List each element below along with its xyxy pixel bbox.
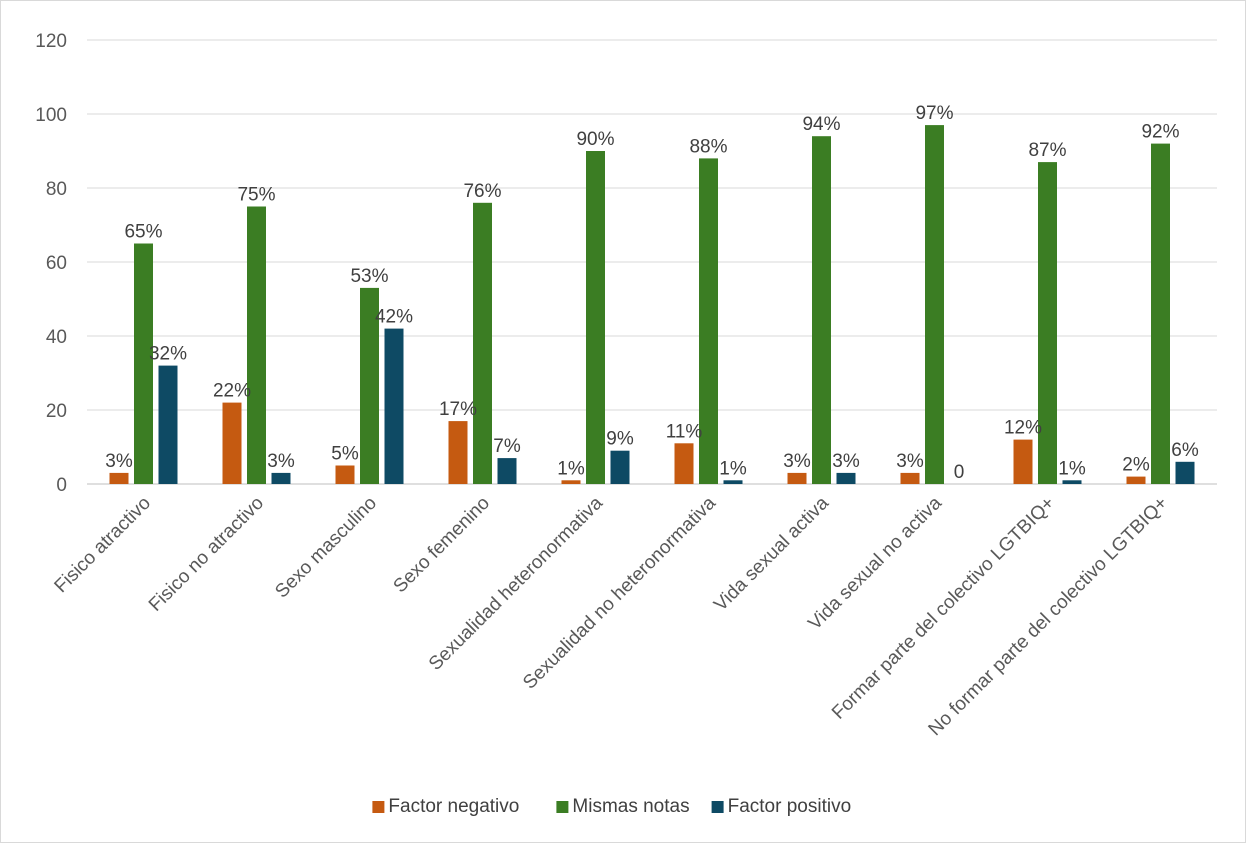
y-tick-label: 20 [46,401,67,422]
data-label: 3% [832,451,860,472]
legend-swatch [556,801,569,813]
y-tick-label: 80 [46,179,67,200]
data-labels: 3% 65% 32% 22% 75% 3% 5% 53% 42% 17% 76% 7% 1% 90% 9% 1… [105,103,1199,483]
data-label: 5% [331,444,359,465]
data-label: 65% [124,222,162,243]
bar [925,125,944,484]
y-tick-label: 100 [35,105,67,126]
bar [836,472,856,484]
data-label: 11% [666,421,703,442]
bar [335,465,355,484]
bar [247,206,266,484]
data-label: 12% [1004,418,1042,439]
bar [561,480,581,484]
data-label: 94% [802,114,840,135]
x-tick-label: Sexo masculino [271,493,381,603]
bar [271,472,291,484]
legend-swatch [372,801,385,813]
data-label: 1% [557,458,585,479]
bar [1013,439,1033,484]
y-axis-ticks: 0 20 40 60 80 100 120 [35,31,67,496]
bar [1062,480,1082,484]
bar [384,328,404,484]
gridlines [87,39,1217,485]
bar [360,287,379,484]
bar [1038,162,1057,484]
x-tick-label: Sexo femenino [390,493,494,597]
bar [610,450,630,484]
bar [1151,143,1170,484]
data-label: 42% [375,307,413,328]
data-label: 53% [350,266,388,287]
bar [1175,461,1195,484]
x-tick-label: Fisico atractivo [51,493,155,597]
data-label: 9% [606,429,634,450]
bars [109,125,1195,485]
bar [497,458,517,484]
bar [674,443,694,484]
data-label: 3% [267,451,295,472]
legend-item: Factor negativo [372,796,519,817]
data-label: 90% [576,129,614,150]
y-tick-label: 120 [35,31,67,52]
x-tick-label: Fisico no atractivo [145,493,268,616]
data-label: 97% [915,103,953,124]
bar [723,480,743,484]
data-label: 87% [1028,140,1066,161]
data-label: 75% [237,185,275,206]
x-tick-label: Sexualidad no heteronormativa [519,492,720,693]
data-label: 32% [149,344,187,365]
data-label: 3% [896,451,924,472]
x-tick-label: Formar parte del colectivo LGTBIQ+ [828,493,1059,724]
data-label: 22% [213,381,251,402]
bar [448,421,468,484]
bar [812,136,831,484]
bar [900,472,920,484]
bar [699,158,718,484]
bar [134,243,153,484]
bar [473,202,492,485]
data-label: 3% [783,451,811,472]
data-label: 88% [689,136,727,157]
legend-swatch [711,801,724,813]
data-label: 92% [1141,122,1179,143]
bar [222,402,242,484]
data-label: 0 [954,462,965,483]
x-tick-label: Vida sexual activa [710,492,833,615]
data-label: 1% [1058,458,1086,479]
legend-item: Factor positivo [711,796,852,817]
legend-label: Factor negativo [388,796,519,817]
legend-label: Mismas notas [572,796,689,817]
y-tick-label: 60 [46,253,67,274]
legend-label: Factor positivo [728,796,852,817]
x-tick-label: No formar parte del colectivo LGTBIQ+ [925,493,1172,740]
data-label: 3% [105,451,133,472]
y-tick-label: 40 [46,327,67,348]
data-label: 2% [1122,455,1150,476]
legend: Factor negativo Mismas notas Factor positi… [372,796,851,817]
legend-item: Mismas notas [556,796,690,817]
bar [586,151,605,484]
bar [787,472,807,484]
data-label: 1% [719,458,747,479]
bar [109,472,129,484]
data-label: 17% [439,399,477,420]
bar [1126,476,1146,484]
data-label: 6% [1171,440,1199,461]
data-label: 7% [493,436,521,457]
y-tick-label: 0 [56,475,67,496]
bar [158,365,178,484]
data-label: 76% [463,181,501,202]
